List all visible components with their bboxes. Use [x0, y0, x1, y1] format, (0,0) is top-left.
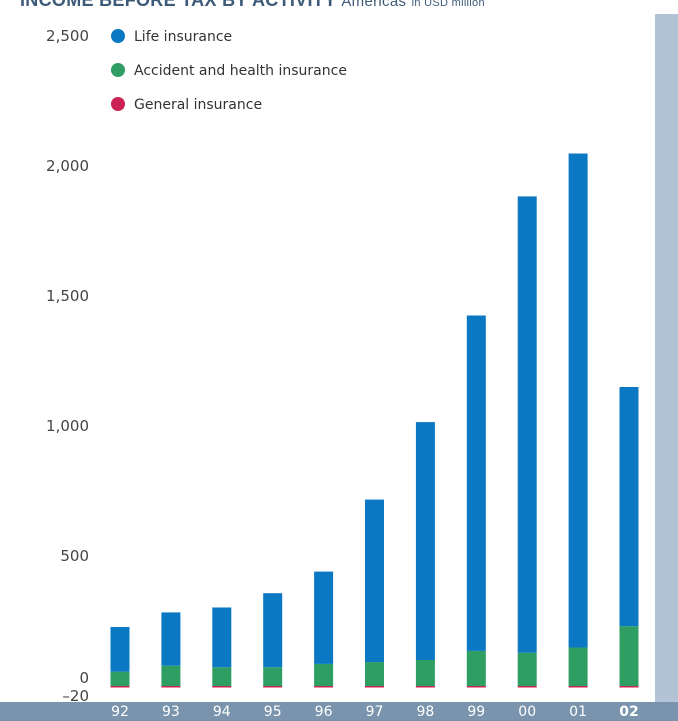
- bar-life-insurance: [619, 387, 639, 627]
- y-tick-label: –20: [62, 687, 89, 705]
- bar-general-insurance: [365, 686, 384, 688]
- legend-label: Accident and health insurance: [134, 63, 347, 79]
- bar-general-insurance: [161, 686, 181, 688]
- x-axis: 92 93 94 95 96 97 98 99 00 01 02: [111, 704, 639, 720]
- x-tick-label: 99: [467, 704, 485, 720]
- x-tick-label: 98: [416, 704, 434, 720]
- bar-general-insurance: [568, 686, 588, 688]
- y-axis: 2,500 2,000 1,500 1,000 500 0–20: [46, 27, 89, 705]
- legend: Life insurance Accident and health insura…: [111, 29, 347, 113]
- y-tick-label: 500: [60, 547, 89, 565]
- bar-general-insurance: [415, 686, 435, 688]
- bar-life-insurance: [212, 607, 232, 668]
- bar-accident-health: [619, 626, 639, 686]
- bar-life-insurance: [415, 422, 435, 660]
- y-tick-label: 2,500: [46, 27, 89, 45]
- bar-accident-health: [314, 663, 334, 686]
- bar-life-insurance: [263, 593, 283, 668]
- bar-life-insurance: [517, 196, 537, 653]
- bar-life-insurance: [568, 153, 588, 648]
- x-tick-label: 02: [619, 704, 638, 720]
- bar-general-insurance: [212, 686, 232, 688]
- right-band: [655, 14, 678, 721]
- bar-accident-health: [415, 660, 435, 686]
- bar-accident-health: [212, 667, 232, 686]
- x-tick-label: 92: [111, 704, 129, 720]
- chart-title: INCOME BEFORE TAX BY ACTIVITY Americas i…: [0, 0, 678, 14]
- bar-general-insurance: [619, 686, 639, 688]
- bar-general-insurance: [263, 686, 283, 688]
- bar-accident-health: [568, 647, 588, 686]
- legend-marker: [111, 97, 125, 111]
- bar-general-insurance: [517, 686, 537, 688]
- bars: [110, 153, 639, 688]
- legend-label: Life insurance: [134, 29, 232, 45]
- x-tick-label: 00: [518, 704, 536, 720]
- bar-accident-health: [263, 667, 283, 686]
- y-tick-label: 1,500: [46, 287, 89, 305]
- title-region: Americas: [341, 0, 407, 10]
- bar-life-insurance: [110, 626, 130, 672]
- legend-marker: [111, 63, 125, 77]
- bar-accident-health: [517, 652, 537, 686]
- x-axis-band: [0, 702, 678, 721]
- bar-life-insurance: [466, 315, 486, 651]
- bar-life-insurance: [365, 499, 384, 663]
- x-tick-label: 01: [569, 704, 587, 720]
- y-tick-label: 0: [79, 669, 89, 687]
- y-tick-label: 1,000: [46, 417, 89, 435]
- bar-life-insurance: [161, 612, 181, 666]
- x-tick-label: 97: [366, 704, 384, 720]
- bar-accident-health: [161, 665, 181, 686]
- y-tick-label: 2,000: [46, 157, 89, 175]
- legend-label: General insurance: [134, 97, 262, 113]
- bar-life-insurance: [314, 571, 334, 664]
- x-tick-label: 94: [213, 704, 231, 720]
- bar-accident-health: [466, 650, 486, 686]
- bar-general-insurance: [110, 686, 130, 688]
- bar-general-insurance: [314, 686, 334, 688]
- x-tick-label: 96: [315, 704, 333, 720]
- title-unit: in USD million: [411, 0, 485, 9]
- title-main: INCOME BEFORE TAX BY ACTIVITY: [20, 0, 337, 10]
- legend-marker: [111, 29, 125, 43]
- bar-general-insurance: [466, 686, 486, 688]
- x-tick-label: 95: [264, 704, 282, 720]
- x-tick-label: 93: [162, 704, 180, 720]
- bar-accident-health: [365, 662, 384, 686]
- bar-accident-health: [110, 671, 130, 686]
